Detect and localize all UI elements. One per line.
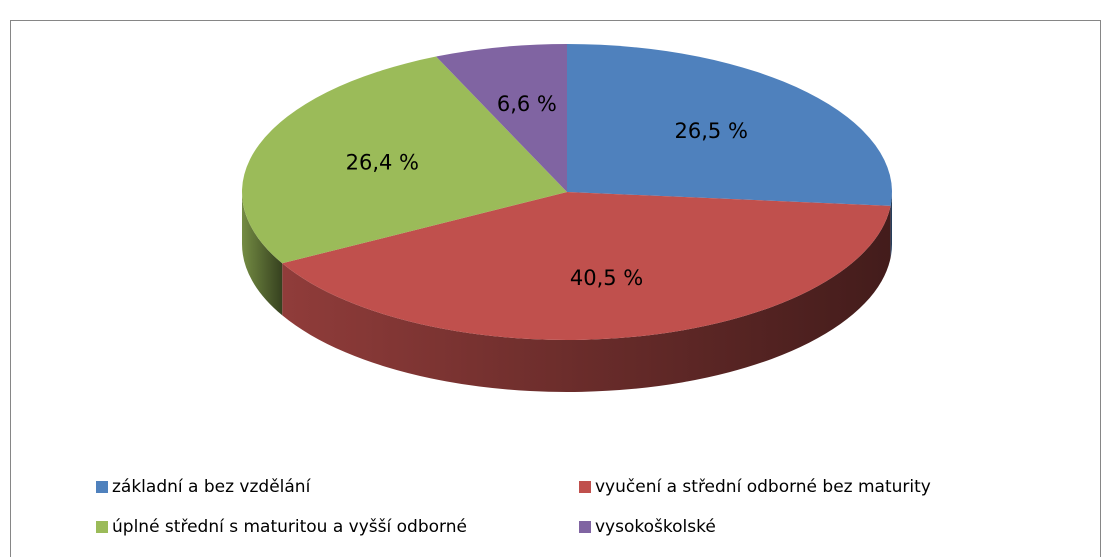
slice-side bbox=[890, 192, 892, 258]
legend-label: základní a bez vzdělání bbox=[112, 477, 312, 497]
legend-label: vysokoškolské bbox=[595, 517, 716, 537]
legend-swatch bbox=[579, 481, 591, 493]
data-label: 40,5 % bbox=[570, 266, 643, 290]
slice bbox=[436, 44, 567, 192]
legend-label: úplné střední s maturitou a vyšší odborn… bbox=[112, 517, 467, 537]
data-label: 6,6 % bbox=[497, 92, 557, 116]
legend-swatch bbox=[96, 521, 108, 533]
slice-side bbox=[282, 205, 891, 393]
legend-swatch bbox=[579, 521, 591, 533]
legend-label: vyučení a střední odborné bez maturity bbox=[595, 477, 931, 497]
slice-side bbox=[242, 192, 283, 316]
data-label: 26,5 % bbox=[675, 119, 748, 143]
data-label: 26,4 % bbox=[346, 151, 419, 175]
slice bbox=[242, 56, 567, 264]
slice bbox=[282, 192, 891, 340]
slice bbox=[567, 44, 892, 206]
legend-swatch bbox=[96, 481, 108, 493]
